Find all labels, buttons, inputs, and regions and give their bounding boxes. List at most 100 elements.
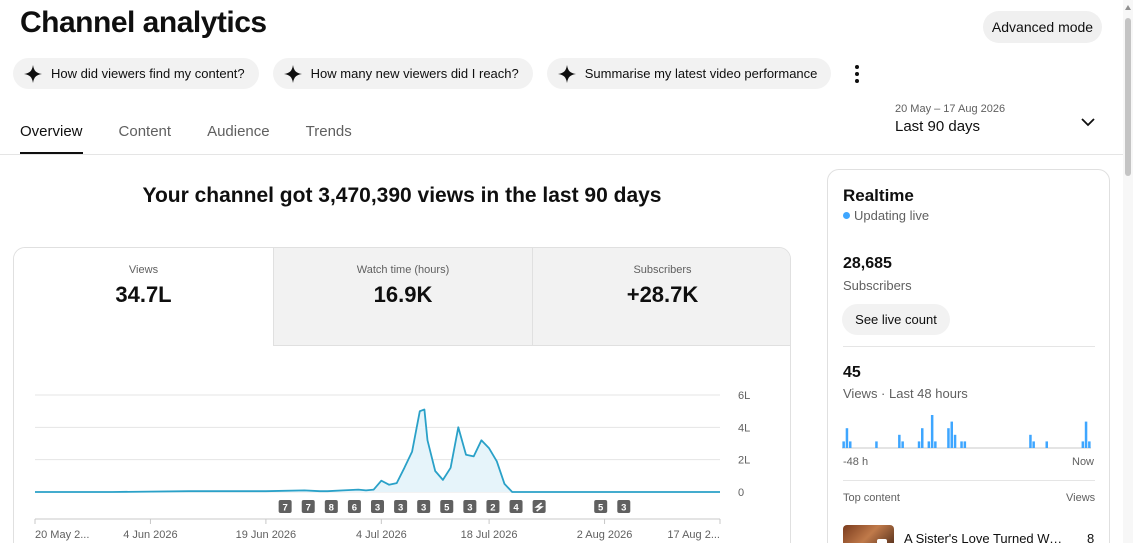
x-tick-label: 20 May 2... — [35, 529, 89, 541]
x-tick-label: 2 Aug 2026 — [577, 529, 633, 541]
video-marker-label: 2 — [490, 503, 495, 514]
video-marker — [301, 500, 315, 513]
chip-latest-video[interactable]: Summarise my latest video performance — [546, 58, 832, 89]
suggestion-chips: How did viewers find my content? How man… — [13, 58, 867, 89]
video-marker — [324, 500, 338, 513]
realtime-divider — [843, 480, 1095, 481]
realtime-bar — [1045, 441, 1048, 448]
video-thumbnail[interactable] — [843, 525, 894, 543]
realtime-bar — [898, 434, 901, 448]
video-marker-label: 5 — [598, 503, 604, 514]
video-marker-label: 7 — [282, 503, 287, 514]
video-marker — [463, 500, 477, 513]
y-tick-label: 2L — [738, 455, 750, 467]
video-marker-label: 3 — [375, 503, 380, 514]
realtime-bar — [1029, 434, 1032, 448]
views-chart[interactable]: 0 2L 4L 6L 7 7 8 6 3 3 3 5 3 2 4 5 3 20 May 2... 4 Jun 202… — [20, 380, 770, 543]
realtime-bar — [953, 434, 957, 448]
live-label: Updating live — [854, 208, 930, 223]
live-dot-icon — [843, 212, 850, 219]
realtime-axis-end: Now — [1072, 456, 1095, 468]
realtime-views-chart[interactable] — [842, 410, 1095, 450]
video-marker — [394, 500, 408, 513]
realtime-card: Realtime Updating live 28,685 Subscriber… — [827, 169, 1110, 543]
video-marker — [347, 500, 361, 513]
chip-viewer-sources[interactable]: How did viewers find my content? — [13, 58, 259, 89]
realtime-title: Realtime — [843, 186, 914, 205]
sparkle-icon — [557, 64, 577, 84]
chip-new-viewers[interactable]: How many new viewers did I reach? — [272, 58, 533, 89]
realtime-axis-start: -48 h — [843, 456, 869, 468]
realtime-bar — [930, 415, 934, 448]
realtime-bar — [950, 421, 953, 448]
realtime-bar — [934, 441, 937, 448]
tab-content[interactable]: Content — [118, 123, 172, 140]
video-marker — [594, 500, 608, 513]
chip-label: How did viewers find my content? — [51, 66, 245, 81]
realtime-bar — [1081, 441, 1085, 448]
chip-label: How many new viewers did I reach? — [310, 66, 519, 81]
top-content-label: Top content — [843, 492, 900, 504]
realtime-bar — [927, 441, 931, 448]
tabs-divider — [0, 154, 1123, 155]
scrollbar-thumb[interactable] — [1125, 18, 1131, 176]
x-tick-label: 19 Jun 2026 — [236, 529, 297, 541]
realtime-live-status: Updating live — [843, 208, 929, 223]
realtime-bar — [842, 441, 845, 448]
x-tick-label: 4 Jul 2026 — [356, 529, 407, 541]
metric-tab-subscribers[interactable]: Subscribers +28.7K — [532, 248, 790, 346]
metric-label: Views — [128, 264, 159, 276]
realtime-views-count: 45 — [843, 364, 861, 381]
realtime-bar — [963, 441, 967, 448]
page-title: Channel analytics — [20, 6, 267, 39]
x-tick-label: 17 Aug 2... — [667, 529, 720, 541]
video-marker-label: 3 — [621, 503, 626, 514]
realtime-divider — [843, 346, 1095, 347]
top-video-title[interactable]: A Sister's Love Turned Wasted — [904, 531, 1069, 543]
realtime-subscribers-count: 28,685 — [843, 255, 892, 272]
realtime-views-label: Views · Last 48 hours — [843, 386, 968, 401]
video-marker-label: 6 — [352, 503, 357, 514]
realtime-bar — [845, 428, 849, 448]
video-marker — [440, 500, 454, 513]
realtime-bar — [1084, 421, 1088, 448]
y-tick-label: 0 — [738, 487, 744, 499]
video-marker-label: 4 — [513, 503, 519, 514]
tab-overview[interactable]: Overview — [20, 108, 83, 154]
video-marker-label: 7 — [306, 503, 311, 514]
tab-bar: Overview Content Audience Trends — [20, 108, 352, 154]
metric-label: Watch time (hours) — [356, 264, 450, 276]
chevron-down-icon — [1081, 118, 1095, 127]
views-headline: Your channel got 3,470,390 views in the … — [142, 184, 662, 207]
metrics-card: Views 34.7L Watch time (hours) 16.9K Sub… — [13, 247, 791, 543]
sparkle-icon — [23, 64, 43, 84]
shorts-icon — [534, 502, 544, 512]
sparkle-icon — [283, 64, 303, 84]
tab-audience[interactable]: Audience — [207, 123, 270, 140]
scroll-up-arrow-icon[interactable] — [1125, 5, 1131, 10]
y-tick-label: 4L — [738, 422, 750, 434]
see-live-count-button[interactable]: See live count — [842, 304, 950, 335]
metric-tab-views[interactable]: Views 34.7L — [14, 248, 273, 346]
date-range-label: Last 90 days — [895, 118, 981, 135]
top-video-views: 8 — [1087, 531, 1095, 543]
y-tick-label: 6L — [738, 390, 750, 402]
views-area — [35, 409, 720, 492]
page-scrollbar[interactable] — [1123, 0, 1133, 543]
video-marker-label: 5 — [444, 503, 450, 514]
metric-tab-watch-time[interactable]: Watch time (hours) 16.9K — [273, 248, 532, 346]
metric-value: 16.9K — [373, 282, 433, 307]
realtime-bar — [1032, 441, 1035, 448]
realtime-bar — [875, 441, 878, 448]
metric-value: 34.7L — [115, 282, 172, 307]
video-marker — [371, 500, 384, 513]
realtime-bar — [901, 441, 904, 448]
top-content-views-label: Views — [1066, 492, 1096, 504]
advanced-mode-button[interactable]: Advanced mode — [983, 11, 1102, 43]
date-range-text: 20 May – 17 Aug 2026 — [895, 103, 1006, 115]
more-options-icon[interactable] — [847, 58, 867, 89]
tab-trends[interactable]: Trends — [305, 123, 352, 140]
realtime-bar — [849, 441, 852, 448]
video-marker-label: 3 — [467, 503, 472, 514]
date-range-picker[interactable]: 20 May – 17 Aug 2026 Last 90 days — [895, 103, 1105, 147]
